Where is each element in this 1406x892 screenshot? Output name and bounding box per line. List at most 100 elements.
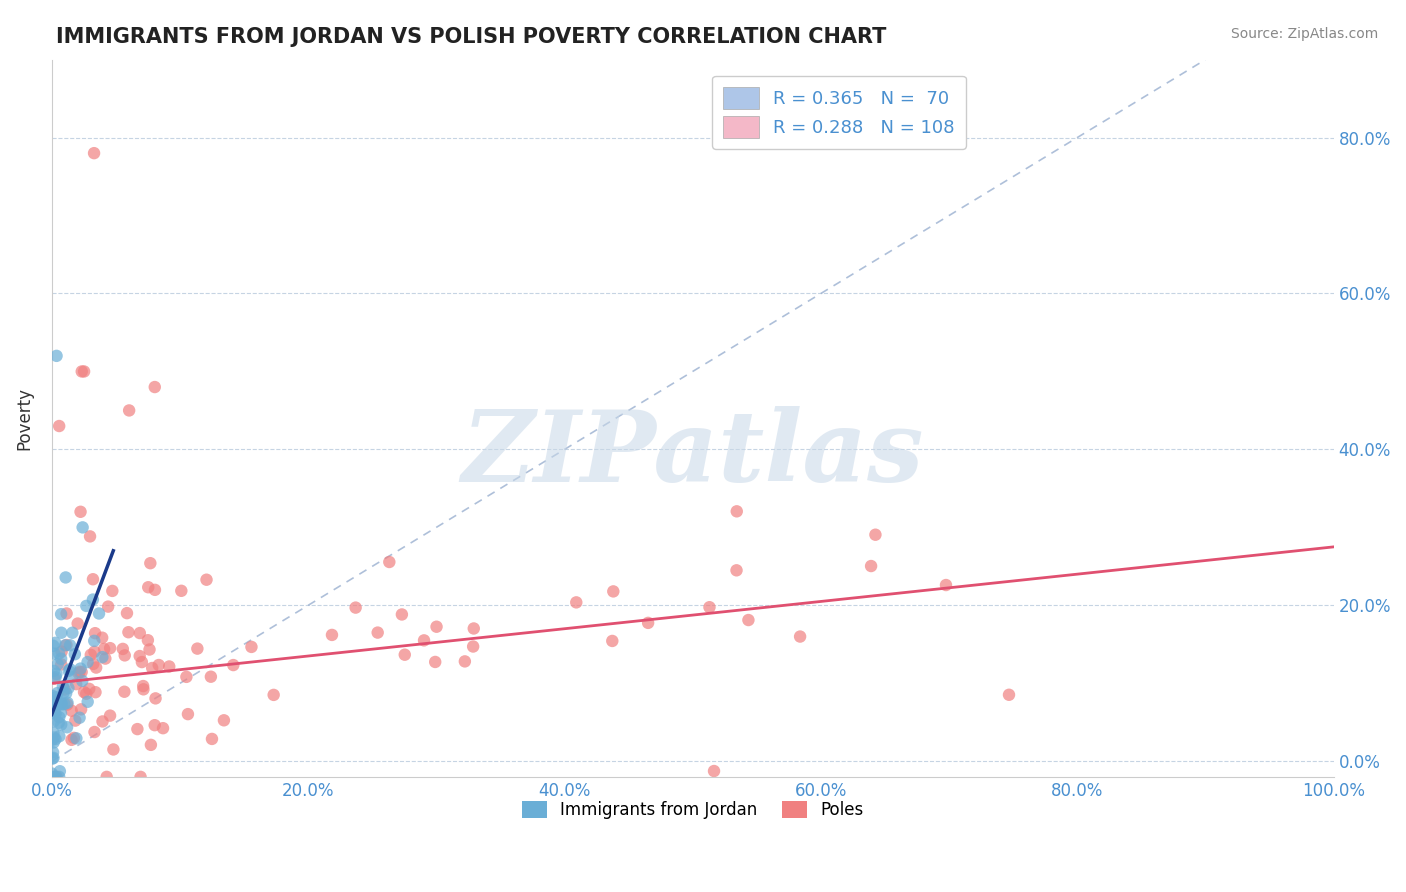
Point [725,563,748,577]
Point [44,732,66,747]
Point [129,770,152,784]
Point [45,349,67,363]
Point [41,751,63,765]
Point [139,556,162,570]
Point [44,695,66,709]
Point [48,710,70,724]
Y-axis label: Poverty: Poverty [15,387,32,450]
Point [60,732,83,747]
Point [46,657,69,672]
Point [44,672,66,686]
Point [141,661,163,675]
Point [84,685,107,699]
Point [60,670,83,684]
Point [425,655,447,669]
Point [112,684,135,698]
Point [41,732,63,747]
Point [48,647,70,661]
Point [96,770,118,784]
Point [565,595,588,609]
Point [45,670,67,684]
Point [93,642,115,657]
Point [56,698,79,712]
Point [76,695,98,709]
Point [176,670,198,684]
Point [70,702,93,716]
Point [70,665,93,679]
Point [72,520,94,534]
Point [73,685,96,699]
Point [80,648,103,662]
Point [600,634,623,648]
Point [51,696,73,710]
Point [49,764,72,779]
Point [865,527,887,541]
Point [101,583,124,598]
Point [53,697,76,711]
Point [83,146,105,161]
Point [413,633,436,648]
Point [46,698,69,712]
Point [59,662,82,676]
Point [602,584,624,599]
Point [51,698,73,712]
Point [84,660,107,674]
Point [65,731,87,746]
Point [42,770,65,784]
Point [55,686,77,700]
Point [56,696,79,710]
Point [83,725,105,739]
Point [70,364,93,378]
Point [82,592,104,607]
Point [138,642,160,657]
Text: IMMIGRANTS FROM JORDAN VS POLISH POVERTY CORRELATION CHART: IMMIGRANTS FROM JORDAN VS POLISH POVERTY… [56,27,887,46]
Point [94,651,117,665]
Point [79,529,101,543]
Text: Source: ZipAtlas.com: Source: ZipAtlas.com [1230,27,1378,41]
Point [42,689,65,703]
Point [115,606,138,620]
Point [136,633,159,648]
Point [41,766,63,780]
Point [263,688,285,702]
Point [201,731,224,746]
Point [200,670,222,684]
Point [725,504,748,518]
Point [703,764,725,778]
Point [42,664,65,678]
Point [321,628,343,642]
Point [45,666,67,681]
Point [860,559,883,574]
Point [91,650,114,665]
Point [67,666,90,681]
Point [55,607,77,621]
Point [737,613,759,627]
Point [82,572,104,586]
Point [41,698,63,712]
Point [98,641,121,656]
Point [69,665,91,679]
Point [42,745,65,759]
Point [177,707,200,722]
Point [145,691,167,706]
Point [60,704,83,718]
Point [60,625,83,640]
Point [98,708,121,723]
Point [212,714,235,728]
Point [58,664,80,678]
Point [65,714,87,728]
Point [51,717,73,731]
Point [55,638,77,652]
Point [42,706,65,720]
Point [143,718,166,732]
Point [637,615,659,630]
Point [344,600,367,615]
Point [367,625,389,640]
Point [48,729,70,743]
Point [70,673,93,688]
Point [152,721,174,735]
Point [69,505,91,519]
Point [53,682,76,697]
Point [378,555,401,569]
Point [136,580,159,594]
